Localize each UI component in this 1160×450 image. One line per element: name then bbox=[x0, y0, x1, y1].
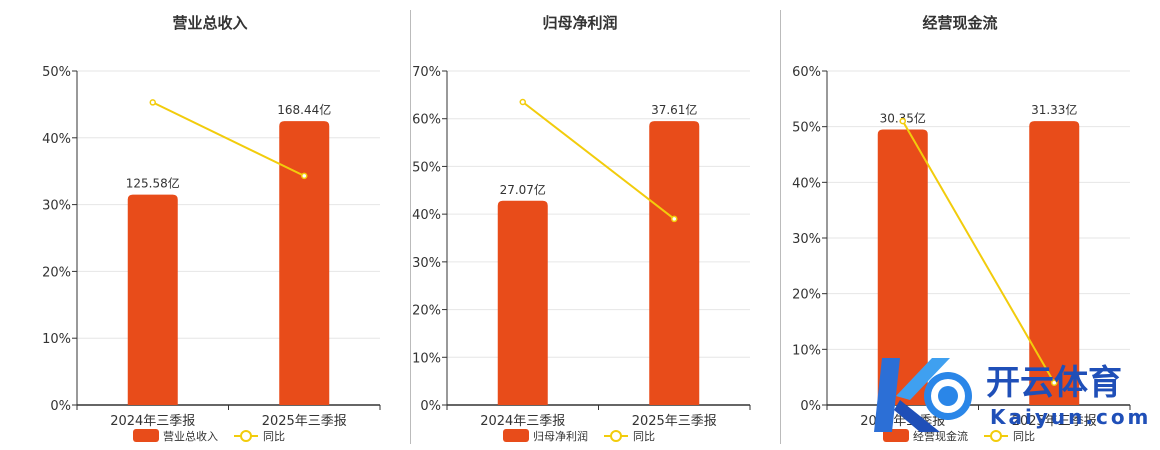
panel-divider bbox=[780, 10, 781, 444]
y-tick-label: 30% bbox=[412, 256, 441, 271]
bar bbox=[279, 121, 330, 405]
panel-divider bbox=[410, 10, 411, 444]
chart-panel-revenue: 营业总收入 0% 10% 20% 30% 40% 50% 125.58亿 2024年三季报 168… bbox=[0, 0, 381, 450]
chart-title: 经营现金流 bbox=[922, 14, 997, 32]
yoy-line bbox=[522, 101, 675, 220]
legend-bar-label: 归母净利润 bbox=[533, 429, 588, 443]
bar-data-label: 125.58亿 bbox=[126, 176, 180, 191]
legend-line-label: 同比 bbox=[633, 430, 655, 443]
y-tick-label: 50% bbox=[792, 121, 821, 136]
yoy-point bbox=[1051, 379, 1058, 386]
operating-cashflow-chart: 经营现金流0%10%20%30%40%50%60%30.35亿2024年三季报3… bbox=[792, 14, 1131, 443]
y-tick-label: 20% bbox=[42, 265, 71, 280]
legend-line-marker bbox=[240, 430, 252, 442]
legend: 营业总收入 同比 bbox=[133, 429, 285, 443]
legend-bar-label: 营业总收入 bbox=[163, 429, 218, 443]
legend-bar-label: 经营现金流 bbox=[913, 429, 968, 443]
yoy-line bbox=[152, 101, 305, 177]
legend-bar-swatch bbox=[883, 429, 909, 442]
y-tick-label: 0% bbox=[800, 399, 821, 414]
y-tick-label: 40% bbox=[412, 208, 441, 223]
watermark-brand-cn: 开云体育 bbox=[986, 363, 1122, 403]
bar bbox=[497, 200, 548, 405]
legend-line-label: 同比 bbox=[263, 430, 285, 443]
yoy-line bbox=[901, 120, 1056, 384]
bar bbox=[1029, 121, 1080, 405]
legend-bar-swatch bbox=[503, 429, 529, 442]
y-tick-label: 10% bbox=[42, 332, 71, 347]
chart-panel-operating-cashflow: 经营现金流0%10%20%30%40%50%60%30.35亿2024年三季报3… bbox=[750, 0, 1131, 450]
x-category-label: 2025年三季报 bbox=[1012, 414, 1097, 429]
bar-data-label: 27.07亿 bbox=[500, 182, 546, 197]
bar-data-label: 37.61亿 bbox=[651, 102, 697, 117]
y-tick-label: 10% bbox=[412, 351, 441, 366]
y-tick-label: 0% bbox=[50, 399, 71, 414]
yoy-point bbox=[899, 117, 906, 125]
y-tick-label: 60% bbox=[792, 65, 821, 80]
y-tick-label: 70% bbox=[412, 65, 441, 80]
legend-line-marker bbox=[610, 430, 622, 442]
chart-title: 营业总收入 bbox=[172, 14, 247, 32]
watermark-brand-en: Kaiyun.com bbox=[990, 405, 1151, 429]
x-category-label: 2025年三季报 bbox=[262, 414, 347, 429]
y-tick-label: 40% bbox=[792, 176, 821, 191]
bar bbox=[877, 129, 928, 405]
yoy-point bbox=[519, 98, 526, 106]
yoy-point bbox=[149, 99, 156, 106]
y-tick-label: 10% bbox=[792, 343, 821, 358]
y-tick-label: 50% bbox=[412, 160, 441, 175]
bar bbox=[649, 121, 700, 405]
yoy-point bbox=[301, 172, 308, 180]
x-category-label: 2024年三季报 bbox=[480, 414, 565, 429]
bar-data-label: 31.33亿 bbox=[1031, 102, 1077, 117]
y-tick-label: 30% bbox=[42, 199, 71, 214]
y-tick-label: 50% bbox=[42, 65, 71, 80]
y-tick-label: 20% bbox=[792, 288, 821, 303]
y-tick-label: 0% bbox=[420, 399, 441, 414]
y-tick-label: 20% bbox=[412, 304, 441, 319]
legend-line-marker bbox=[990, 430, 1002, 442]
y-tick-label: 60% bbox=[412, 113, 441, 128]
x-category-label: 2025年三季报 bbox=[632, 414, 717, 429]
chart-title: 归母净利润 bbox=[542, 14, 617, 32]
legend-bar-swatch bbox=[133, 429, 159, 442]
yoy-point bbox=[671, 215, 678, 223]
legend-line-label: 同比 bbox=[1013, 430, 1035, 443]
legend: 经营现金流 同比 bbox=[883, 429, 1035, 443]
kaiyun-logo-icon bbox=[874, 358, 972, 432]
legend: 归母净利润 同比 bbox=[503, 429, 655, 443]
x-category-label: 2024年三季报 bbox=[110, 414, 195, 429]
revenue-chart: 营业总收入 0% 10% 20% 30% 40% 50% 125.58亿 2024年三季报 168… bbox=[42, 14, 381, 443]
watermark-logo: 开云体育 Kaiyun.com bbox=[874, 358, 1151, 432]
bar bbox=[127, 194, 178, 405]
y-tick-label: 40% bbox=[42, 132, 71, 147]
chart-panel-net-profit: 归母净利润 0% 10% 20% 30% 40% 50% 60% 70% 27.07亿 2024年三… bbox=[370, 0, 751, 450]
net-profit-chart: 归母净利润 0% 10% 20% 30% 40% 50% 60% 70% 27.07亿 2024年三… bbox=[412, 14, 751, 443]
bar-data-label: 168.44亿 bbox=[277, 102, 331, 117]
y-tick-label: 30% bbox=[792, 232, 821, 247]
